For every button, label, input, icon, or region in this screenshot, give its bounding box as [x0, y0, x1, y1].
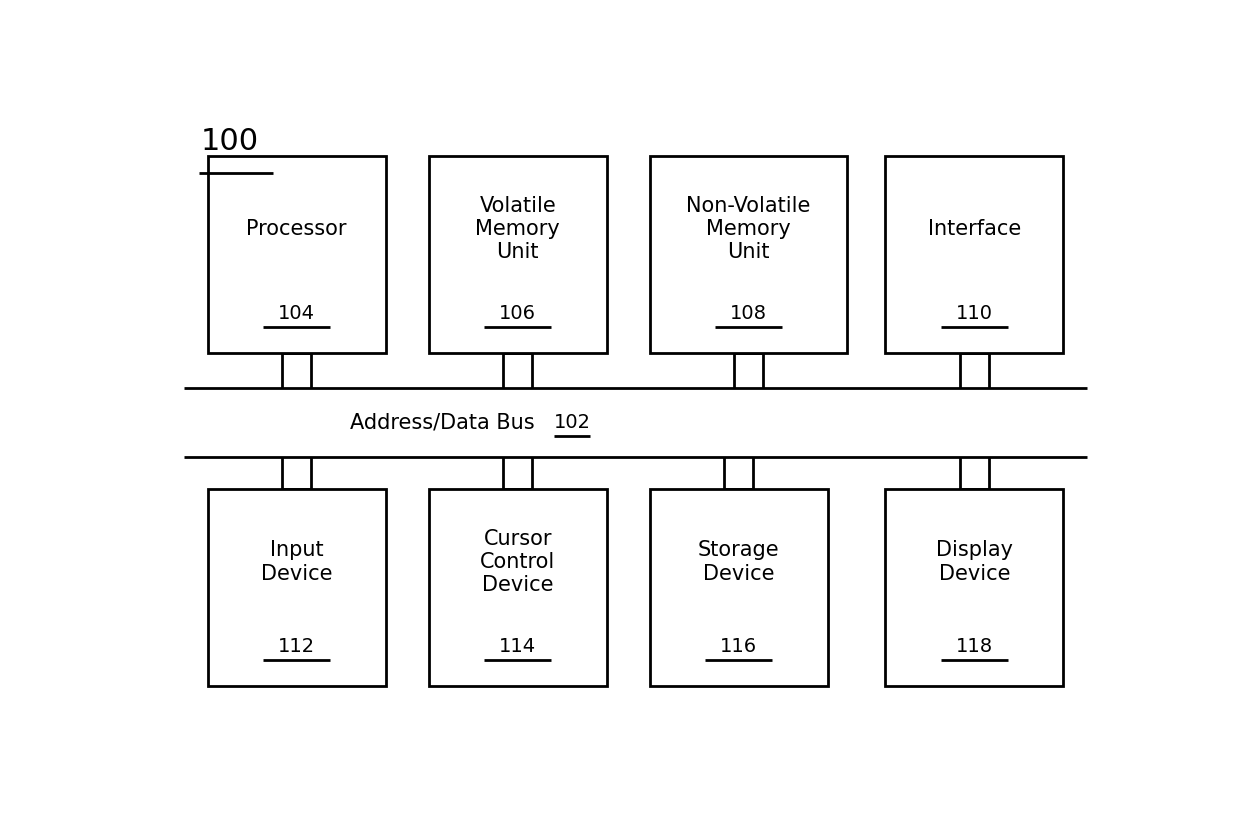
- Text: 118: 118: [956, 637, 993, 656]
- FancyBboxPatch shape: [885, 156, 1063, 353]
- FancyBboxPatch shape: [650, 489, 828, 686]
- Text: Non-Volatile
Memory
Unit: Non-Volatile Memory Unit: [686, 196, 811, 262]
- Text: Processor: Processor: [247, 219, 347, 239]
- Text: Address/Data Bus: Address/Data Bus: [350, 413, 534, 433]
- Text: 110: 110: [956, 304, 993, 323]
- Text: 106: 106: [500, 304, 536, 323]
- FancyBboxPatch shape: [650, 156, 847, 353]
- Text: 100: 100: [201, 128, 259, 157]
- Text: Cursor
Control
Device: Cursor Control Device: [480, 529, 556, 595]
- Text: 108: 108: [730, 304, 766, 323]
- Text: Input
Device: Input Device: [260, 541, 332, 583]
- FancyBboxPatch shape: [208, 156, 386, 353]
- Text: Display
Device: Display Device: [936, 541, 1013, 583]
- Text: 116: 116: [720, 637, 758, 656]
- Text: 112: 112: [278, 637, 315, 656]
- FancyBboxPatch shape: [208, 489, 386, 686]
- Text: Interface: Interface: [928, 219, 1021, 239]
- Text: Storage
Device: Storage Device: [698, 541, 780, 583]
- FancyBboxPatch shape: [429, 156, 606, 353]
- FancyBboxPatch shape: [429, 489, 606, 686]
- Text: 104: 104: [278, 304, 315, 323]
- Text: 102: 102: [554, 413, 590, 432]
- FancyBboxPatch shape: [885, 489, 1063, 686]
- Text: 114: 114: [500, 637, 537, 656]
- Text: Volatile
Memory
Unit: Volatile Memory Unit: [475, 196, 560, 262]
